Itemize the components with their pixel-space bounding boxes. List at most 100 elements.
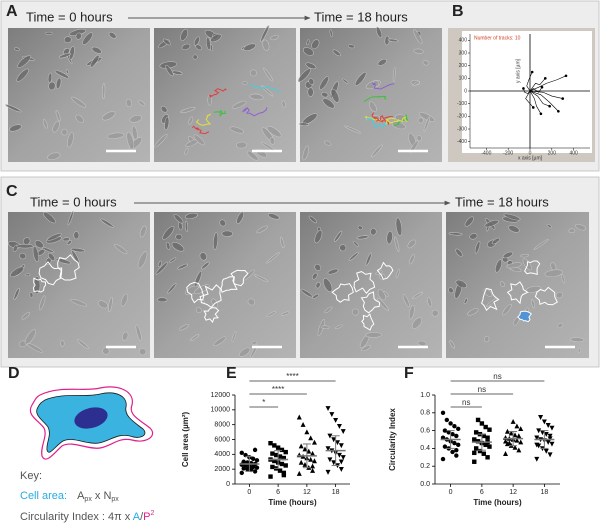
cell-texture (76, 339, 89, 349)
cell-outline (57, 254, 80, 281)
cell-texture (47, 252, 56, 261)
cell-texture (484, 219, 499, 228)
cell-texture (160, 105, 168, 113)
cell-texture (162, 38, 171, 46)
data-point (333, 418, 339, 423)
cell-texture (247, 298, 255, 306)
data-point (327, 433, 333, 439)
data-point (300, 421, 306, 427)
cell-track (242, 106, 268, 117)
data-point (442, 428, 448, 433)
micrograph (297, 26, 442, 162)
cell-texture (107, 132, 125, 139)
cell-texture (181, 43, 191, 51)
cell-texture (266, 311, 276, 317)
cell-texture (250, 69, 257, 77)
data-point (512, 432, 518, 438)
cell-texture (344, 125, 361, 134)
data-point (547, 433, 553, 439)
y-tick-label: 0.4 (420, 445, 430, 452)
cell-texture (574, 224, 587, 231)
data-point (327, 457, 333, 463)
cell-texture (55, 110, 61, 122)
cell-texture (423, 116, 431, 132)
cell-texture (102, 83, 106, 99)
cell-nucleus (74, 407, 108, 429)
data-point (239, 470, 244, 476)
data-point (536, 428, 542, 434)
track-end (543, 77, 547, 80)
x-tick-label: 6 (480, 489, 484, 496)
data-point (472, 459, 477, 464)
cell-texture (314, 263, 322, 271)
cell-texture (408, 304, 415, 320)
key-symbol: A (77, 490, 85, 502)
cell-texture (24, 329, 37, 345)
track-end (531, 106, 535, 109)
cell-texture (184, 148, 189, 155)
y-tick-label: 8000 (214, 422, 230, 429)
cell-texture (26, 343, 43, 353)
cell-texture (131, 125, 138, 140)
cell-texture (192, 54, 198, 60)
cell-texture (66, 240, 72, 246)
cell-texture (70, 298, 87, 307)
cell-texture (67, 132, 74, 148)
annotation: Number of tracks: 10 (474, 35, 521, 41)
cell-texture (467, 308, 479, 316)
cell-texture (418, 112, 435, 122)
cell-track (363, 95, 387, 103)
cell-texture (54, 70, 70, 79)
cell-texture (413, 48, 424, 54)
cell-texture (43, 211, 56, 224)
cell-texture (60, 339, 65, 347)
data-point (270, 451, 275, 456)
track (529, 90, 559, 112)
track-end (540, 85, 544, 89)
cell-texture (75, 114, 84, 123)
significance-label: * (262, 398, 265, 407)
cell-texture (269, 137, 276, 145)
data-point (239, 450, 244, 456)
cell-texture (253, 274, 269, 282)
cell-texture (387, 38, 399, 43)
data-point (541, 419, 547, 425)
track-end (561, 97, 565, 100)
cell-texture (308, 78, 315, 85)
cell-texture (61, 128, 68, 136)
cell-texture (10, 266, 25, 278)
cell-texture (164, 116, 170, 131)
data-point (440, 410, 446, 415)
cell-texture (395, 217, 403, 236)
cell-texture (102, 347, 110, 355)
cell-texture (263, 67, 274, 82)
cell-texture (179, 324, 189, 331)
cell-texture (568, 228, 576, 234)
cell-texture (499, 281, 505, 288)
cell-texture (137, 251, 148, 269)
x-tick-label: 12 (509, 489, 517, 496)
data-point (336, 452, 342, 458)
cell-texture (242, 80, 248, 85)
data-point (516, 447, 522, 453)
data-point (473, 430, 479, 435)
y-axis-label: Cell area (µm²) (181, 412, 190, 468)
x-axis-label: Time (hours) (268, 498, 317, 507)
data-point (281, 455, 287, 461)
data-point (479, 421, 485, 426)
y-tick-label: 12000 (211, 392, 231, 399)
cell-texture (55, 258, 72, 265)
cell-texture (395, 268, 401, 278)
cell-texture (24, 273, 31, 277)
cell-texture (407, 239, 416, 249)
data-point (450, 431, 455, 437)
cell-texture (63, 36, 72, 43)
track (529, 90, 550, 107)
cell-texture (243, 43, 257, 51)
circularity-key: Circularity Index : 4π x A/P2 (20, 510, 155, 523)
panel-label: A (6, 3, 18, 20)
cell-texture (431, 309, 439, 317)
data-point (310, 463, 316, 469)
time-end: Time = 18 hours (314, 9, 408, 24)
cell-outline (199, 284, 222, 309)
